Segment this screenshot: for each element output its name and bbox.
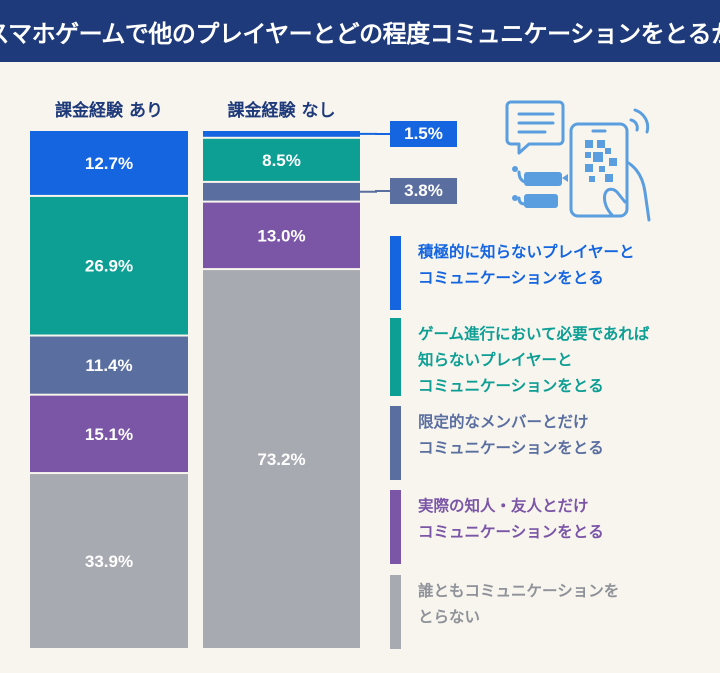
legend-line: コミュニケーションをとる (418, 439, 604, 457)
data-label: 12.7% (85, 154, 133, 173)
bar-segment-unpaid-s5 (203, 270, 360, 648)
legend-swatch (390, 236, 401, 310)
callout-unpaid-series1: 1.5% (390, 121, 457, 147)
legend-line: 積極的に知らないプレイヤーと (418, 243, 635, 261)
legend-text: 積極的に知らないプレイヤーと コミュニケーションをとる (418, 236, 635, 310)
data-label: 11.4% (85, 356, 132, 375)
callout-connector (360, 190, 390, 193)
smartphone-chat-qr-icon (505, 98, 655, 232)
legend-text: 実際の知人・友人とだけ コミュニケーションをとる (418, 490, 604, 564)
legend-text: ゲーム進行において必要であれば 知らないプレイヤーと コミュニケーションをとる (418, 318, 649, 396)
legend-line: 誰ともコミュニケーションを (418, 582, 620, 600)
data-label: 33.9% (85, 552, 133, 571)
callout-unpaid-series3: 3.8% (390, 178, 457, 204)
data-label: 15.1% (85, 425, 133, 444)
legend-swatch (390, 490, 401, 564)
bar-segment-unpaid-s4 (203, 202, 360, 269)
data-label: 13.0% (257, 226, 305, 245)
legend-item-5: 誰ともコミュニケーションを とらない (390, 575, 619, 649)
legend-line: 限定的なメンバーとだけ (418, 413, 589, 431)
title-bar: スマホゲームで他のプレイヤーとどの程度コミュニケーションをとるか (0, 0, 720, 62)
legend-item-3: 限定的なメンバーとだけ コミュニケーションをとる (390, 406, 604, 480)
bar-segment-unpaid-s1 (203, 131, 360, 137)
data-label: 8.5% (262, 151, 301, 170)
legend-item-1: 積極的に知らないプレイヤーと コミュニケーションをとる (390, 236, 635, 310)
bar-segment-paid-s5 (30, 474, 188, 648)
legend-line: 知らないプレイヤーと (418, 351, 573, 369)
category-label-paid: 課金経験 あり (55, 101, 163, 121)
bar-segment-paid-s1 (30, 131, 188, 195)
bar-segment-paid-s4 (30, 395, 188, 473)
chart-title: スマホゲームで他のプレイヤーとどの程度コミュニケーションをとるか (0, 19, 720, 48)
data-label: 73.2% (257, 450, 305, 469)
legend-text: 限定的なメンバーとだけ コミュニケーションをとる (418, 406, 604, 480)
callout-label: 3.8% (404, 181, 443, 200)
legend-swatch (390, 406, 401, 480)
bar-segment-paid-s2 (30, 196, 188, 335)
legend-line: とらない (418, 608, 481, 626)
legend-line: コミュニケーションをとる (418, 377, 604, 395)
bar-segment-paid-s3 (30, 336, 188, 394)
legend-line: 実際の知人・友人とだけ (418, 497, 589, 515)
legend-swatch (390, 318, 401, 396)
legend-item-4: 実際の知人・友人とだけ コミュニケーションをとる (390, 490, 604, 564)
legend-line: コミュニケーションをとる (418, 523, 604, 541)
data-label: 26.9% (85, 257, 133, 276)
legend-item-2: ゲーム進行において必要であれば 知らないプレイヤーと コミュニケーションをとる (390, 318, 649, 396)
callout-label: 1.5% (404, 124, 443, 143)
legend-line: ゲーム進行において必要であれば (418, 325, 650, 343)
legend-text: 誰ともコミュニケーションを とらない (418, 575, 619, 649)
legend-swatch (390, 575, 401, 649)
bar-segment-unpaid-s2 (203, 138, 360, 181)
bar-segment-unpaid-s3 (203, 182, 360, 201)
category-label-unpaid: 課金経験 なし (227, 101, 336, 121)
legend-line: コミュニケーションをとる (418, 269, 604, 287)
